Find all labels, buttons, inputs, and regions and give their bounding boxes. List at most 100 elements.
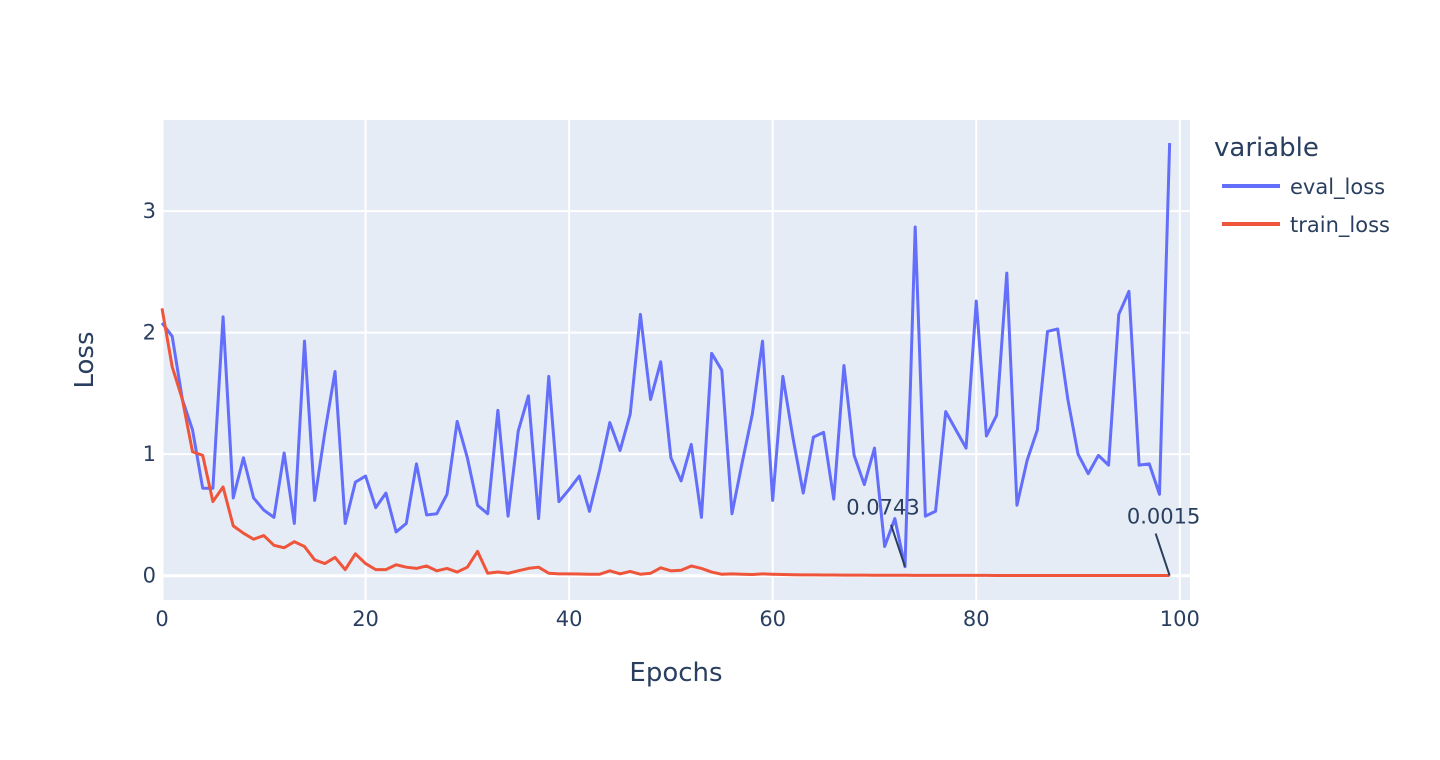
data-point[interactable] <box>822 430 826 434</box>
data-point[interactable] <box>201 453 205 457</box>
data-point[interactable] <box>771 498 775 502</box>
data-point[interactable] <box>1025 458 1029 462</box>
data-point[interactable] <box>1066 573 1070 577</box>
data-point[interactable] <box>852 453 856 457</box>
data-point[interactable] <box>394 530 398 534</box>
data-point[interactable] <box>231 496 235 500</box>
data-point[interactable] <box>954 428 958 432</box>
data-point[interactable] <box>526 566 530 570</box>
data-point[interactable] <box>801 491 805 495</box>
data-point[interactable] <box>414 566 418 570</box>
data-point[interactable] <box>649 397 653 401</box>
data-point[interactable] <box>211 500 215 504</box>
series-line-eval_loss[interactable] <box>160 143 1172 569</box>
data-point[interactable] <box>252 496 256 500</box>
data-point[interactable] <box>984 434 988 438</box>
data-point[interactable] <box>791 436 795 440</box>
data-point[interactable] <box>302 545 306 549</box>
data-point[interactable] <box>608 421 612 425</box>
data-point[interactable] <box>353 552 357 556</box>
data-point[interactable] <box>761 572 765 576</box>
data-point[interactable] <box>343 521 347 525</box>
data-point[interactable] <box>506 571 510 575</box>
data-point[interactable] <box>384 568 388 572</box>
data-point[interactable] <box>720 368 724 372</box>
data-point[interactable] <box>435 569 439 573</box>
data-point[interactable] <box>974 573 978 577</box>
data-point[interactable] <box>191 428 195 432</box>
data-point[interactable] <box>313 558 317 562</box>
data-point[interactable] <box>913 225 917 229</box>
data-point[interactable] <box>221 485 225 489</box>
data-point[interactable] <box>883 573 887 577</box>
data-point[interactable] <box>313 498 317 502</box>
data-point[interactable] <box>995 573 999 577</box>
data-point[interactable] <box>1137 573 1141 577</box>
data-point[interactable] <box>425 564 429 568</box>
data-point[interactable] <box>832 497 836 501</box>
data-point[interactable] <box>170 365 174 369</box>
data-point[interactable] <box>343 568 347 572</box>
data-point[interactable] <box>628 569 632 573</box>
data-point[interactable] <box>862 483 866 487</box>
data-point[interactable] <box>995 413 999 417</box>
data-point[interactable] <box>1137 463 1141 467</box>
data-point[interactable] <box>781 374 785 378</box>
series-line-train_loss[interactable] <box>160 308 1170 578</box>
data-point[interactable] <box>1076 452 1080 456</box>
data-point[interactable] <box>618 572 622 576</box>
data-point[interactable] <box>1056 573 1060 577</box>
data-point[interactable] <box>496 570 500 574</box>
data-point[interactable] <box>1127 573 1131 577</box>
data-point[interactable] <box>476 549 480 553</box>
data-point[interactable] <box>333 555 337 559</box>
data-point[interactable] <box>964 573 968 577</box>
data-point[interactable] <box>842 573 846 577</box>
data-point[interactable] <box>730 512 734 516</box>
data-point[interactable] <box>903 573 907 577</box>
data-point[interactable] <box>934 573 938 577</box>
data-point[interactable] <box>1157 492 1161 496</box>
data-point[interactable] <box>638 312 642 316</box>
data-point[interactable] <box>282 451 286 455</box>
data-point[interactable] <box>526 394 530 398</box>
data-point[interactable] <box>974 299 978 303</box>
data-point[interactable] <box>944 573 948 577</box>
data-point[interactable] <box>272 515 276 519</box>
data-point[interactable] <box>923 514 927 518</box>
data-point[interactable] <box>883 545 887 549</box>
data-point[interactable] <box>567 487 571 491</box>
data-point[interactable] <box>1005 573 1009 577</box>
data-point[interactable] <box>1086 573 1090 577</box>
data-point[interactable] <box>730 572 734 576</box>
data-point[interactable] <box>241 456 245 460</box>
data-point[interactable] <box>750 412 754 416</box>
data-point[interactable] <box>557 572 561 576</box>
data-point[interactable] <box>364 474 368 478</box>
data-point[interactable] <box>191 450 195 454</box>
data-point[interactable] <box>1046 573 1050 577</box>
data-point[interactable] <box>323 430 327 434</box>
data-point[interactable] <box>587 572 591 576</box>
legend-item-train_loss[interactable]: train_loss <box>1222 213 1390 238</box>
data-point[interactable] <box>1035 573 1039 577</box>
data-point[interactable] <box>699 566 703 570</box>
data-point[interactable] <box>292 521 296 525</box>
data-point[interactable] <box>516 429 520 433</box>
data-point[interactable] <box>445 566 449 570</box>
data-point[interactable] <box>1168 141 1172 145</box>
data-point[interactable] <box>791 573 795 577</box>
legend-item-eval_loss[interactable]: eval_loss <box>1222 175 1385 200</box>
data-point[interactable] <box>1025 573 1029 577</box>
data-point[interactable] <box>913 573 917 577</box>
data-point[interactable] <box>1107 463 1111 467</box>
data-point[interactable] <box>944 410 948 414</box>
data-point[interactable] <box>241 531 245 535</box>
data-point[interactable] <box>710 351 714 355</box>
data-point[interactable] <box>1117 312 1121 316</box>
data-point[interactable] <box>1096 573 1100 577</box>
data-point[interactable] <box>1046 329 1050 333</box>
data-point[interactable] <box>170 334 174 338</box>
data-point[interactable] <box>201 486 205 490</box>
data-point[interactable] <box>1127 289 1131 293</box>
